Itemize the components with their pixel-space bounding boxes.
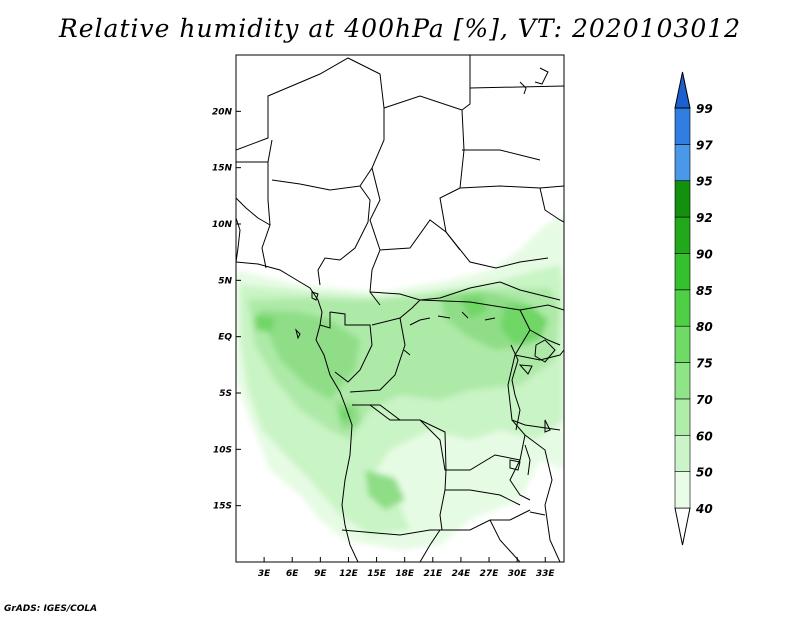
colorbar-segment [674,144,691,182]
colorbar-segment [674,325,691,363]
lon-tick-label: 27E [480,569,500,579]
lon-tick-label: 21E [423,569,443,579]
lat-tick-label: 5S [219,389,232,399]
colorbar-segment [674,107,691,145]
colorbar-level-label: 80 [696,320,713,334]
lon-tick-label: 6E [286,569,299,579]
lon-tick-label: 24E [452,569,472,579]
lon-tick-label: 15E [367,569,387,579]
grads-credit: GrADS: IGES/COLA [4,604,98,614]
colorbar-segment [674,471,691,509]
colorbar-segment [674,253,691,291]
colorbar-level-label: 40 [695,502,713,516]
lat-tick-label: 10S [213,445,232,455]
coastlines-and-borders [236,55,564,562]
lat-tick-label: 5N [218,276,232,286]
lat-tick-label: 20N [212,107,233,117]
map-title: Relative humidity at 400hPa [%], VT: 202… [58,14,742,43]
rh-75-region [500,305,548,345]
longitude-axis: 3E 6E 9E 12E 15E 18E 21E 24E 27E 30E 33E [258,557,556,579]
colorbar-level-label: 92 [696,211,713,225]
colorbar-level-label: 99 [696,102,713,116]
colorbar-segment [674,289,691,327]
colorbar-segment [674,434,691,472]
colorbar-bottom-arrow [674,507,691,546]
colorbar-segment [674,398,691,436]
humidity-shading [236,215,564,550]
lat-tick-label: 10N [212,220,233,230]
lon-tick-label: 3E [258,569,271,579]
lat-tick-label: 15N [212,164,233,174]
colorbar-level-label: 50 [696,466,713,480]
lon-tick-label: 18E [395,569,415,579]
colorbar-segment [674,216,691,254]
rh-70-region [258,310,360,400]
colorbar: 40 50 60 70 75 80 85 90 92 95 97 99 [674,71,713,546]
lat-tick-label: 15S [213,502,232,512]
colorbar-level-label: 97 [696,138,713,152]
colorbar-level-label: 95 [696,175,713,189]
colorbar-segment [674,180,691,218]
coastline-west [236,261,359,562]
colorbar-level-label: 75 [696,357,713,371]
colorbar-level-label: 90 [696,247,713,261]
colorbar-top-arrow [674,71,691,109]
lon-tick-label: 9E [314,569,327,579]
colorbar-level-label: 70 [696,393,713,407]
border-north [236,57,385,187]
latitude-axis: 20N 15N 10N 5N EQ 5S 10S 15S [212,107,241,512]
colorbar-level-label: 60 [696,429,713,443]
map-frame [235,54,565,563]
colorbar-segment [674,362,691,400]
colorbar-level-label: 85 [696,284,713,298]
lon-tick-label: 30E [508,569,528,579]
lat-tick-label: EQ [218,333,232,343]
lon-tick-label: 33E [536,569,556,579]
lon-tick-label: 12E [339,569,359,579]
